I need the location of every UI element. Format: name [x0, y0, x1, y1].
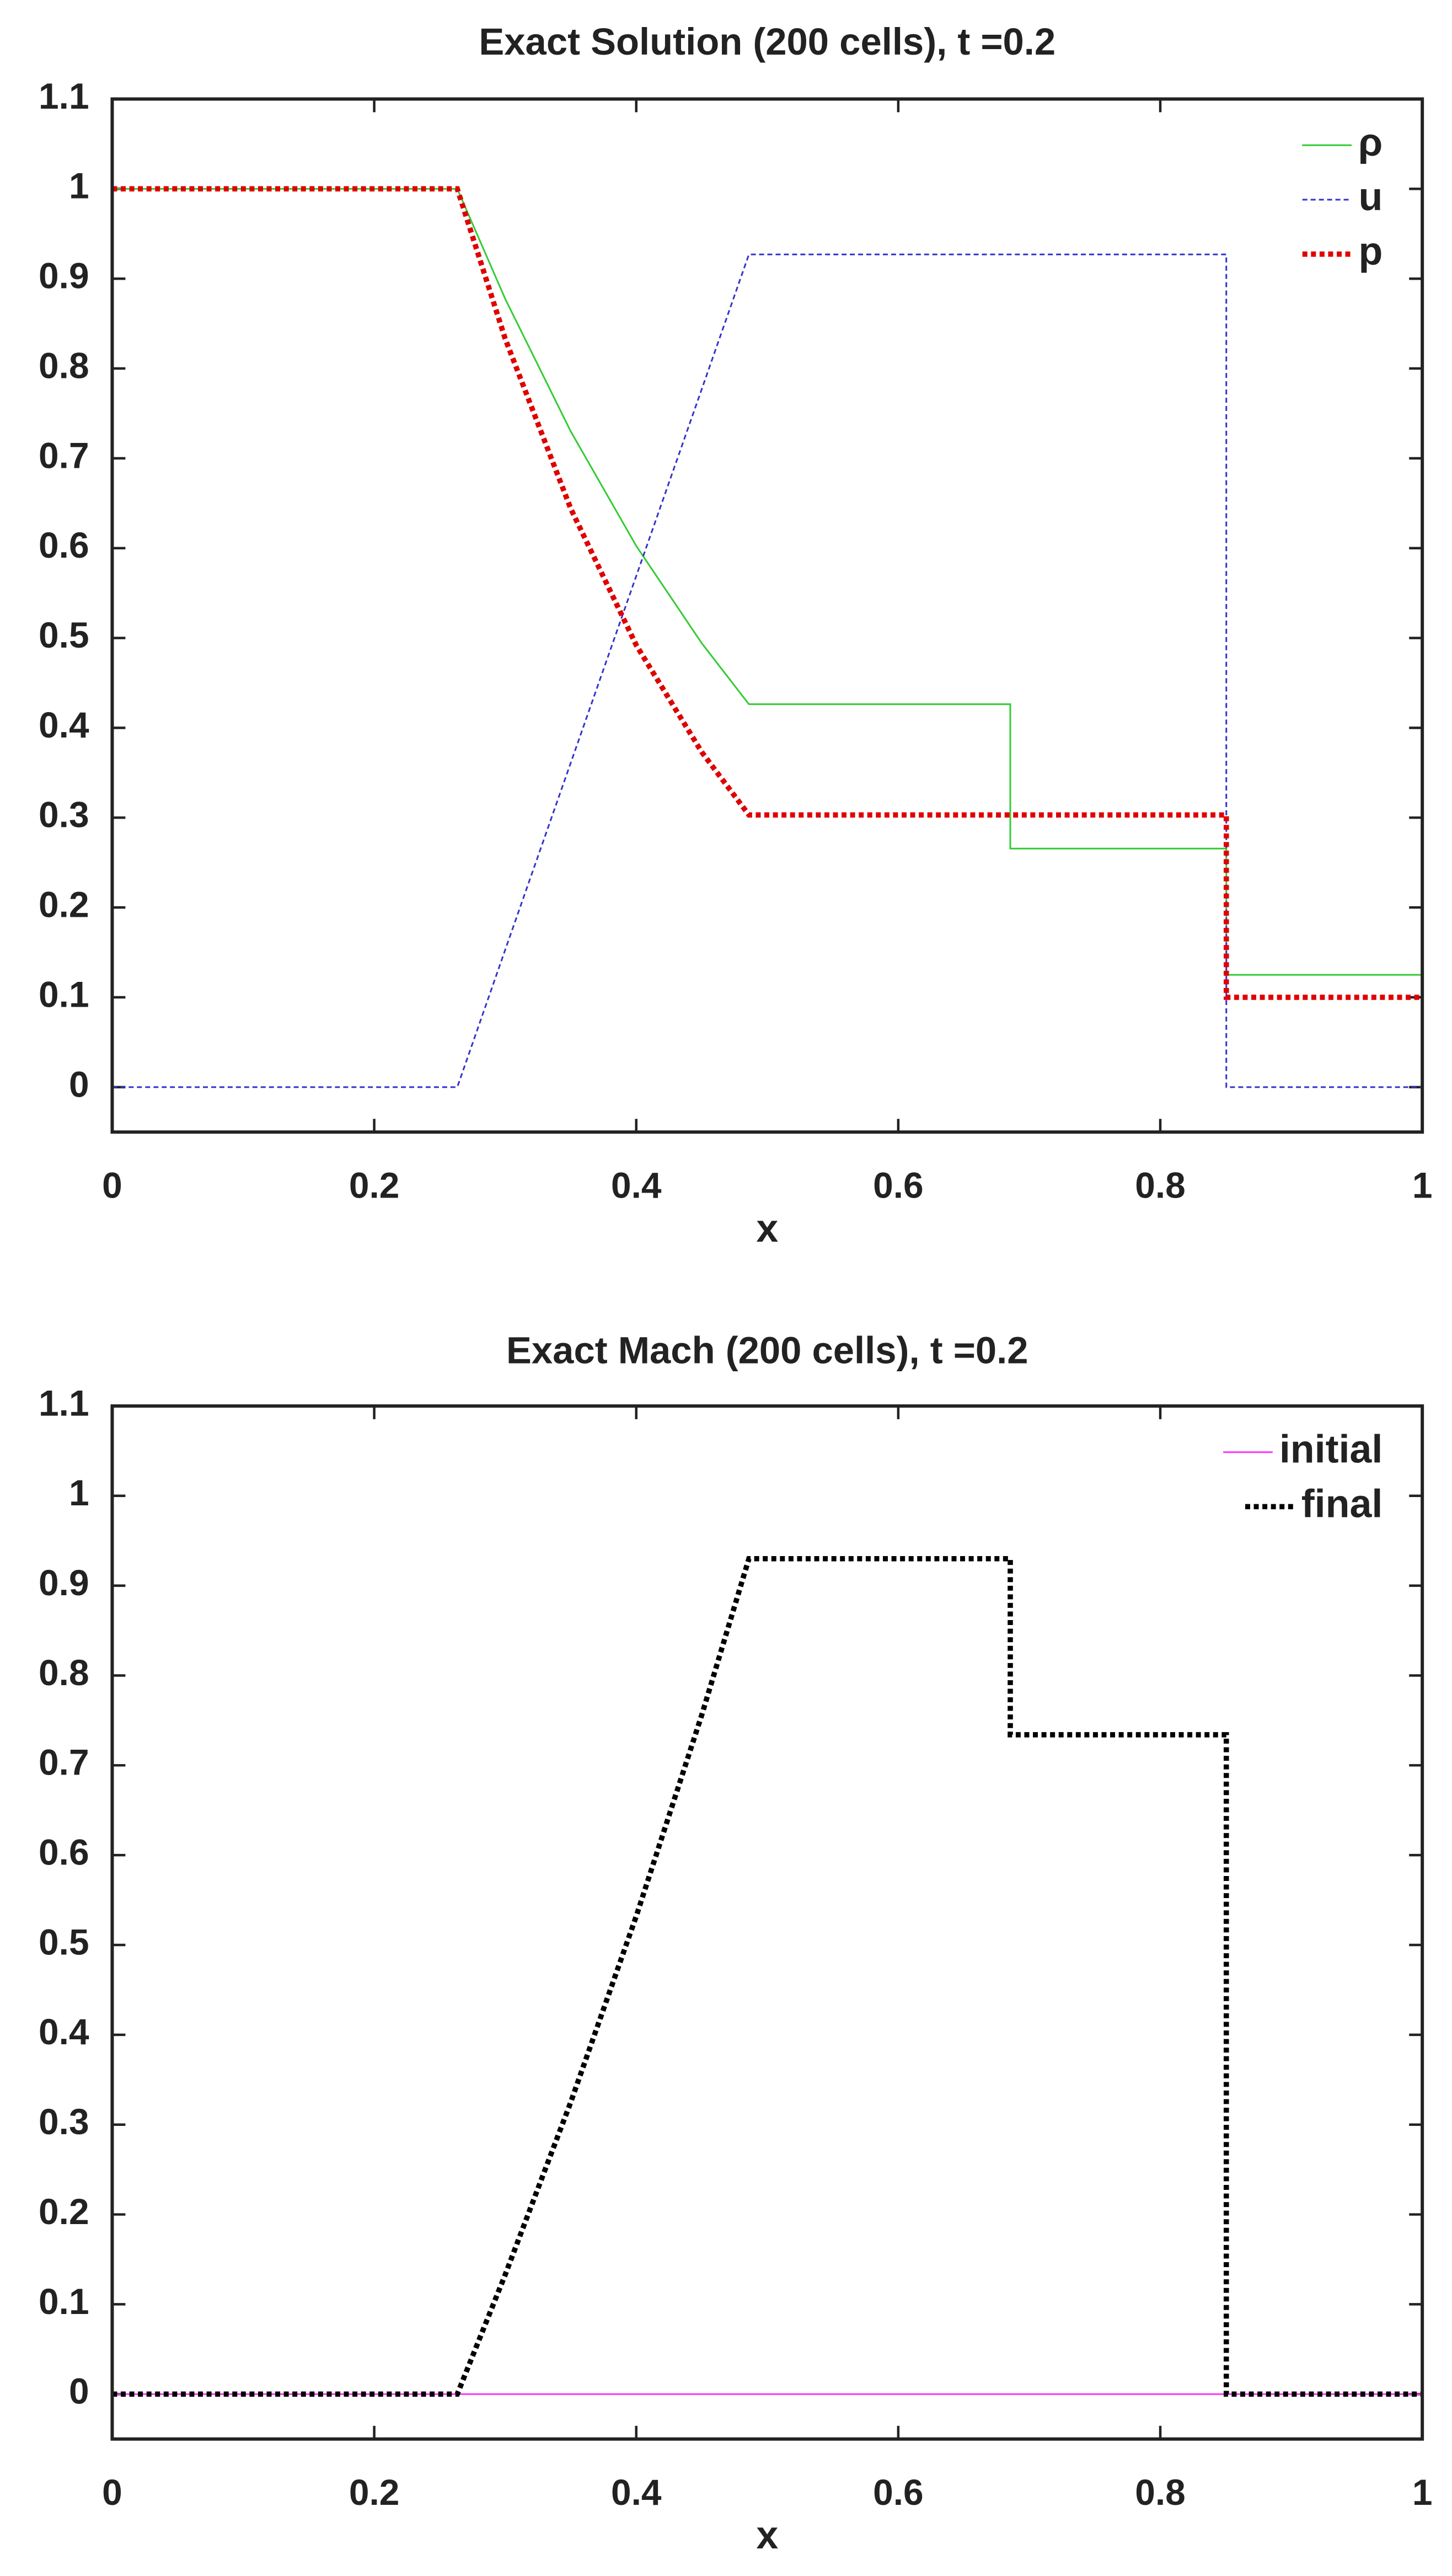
y-tick-label: 0.6	[39, 525, 89, 565]
y-tick-label: 0.4	[39, 704, 89, 745]
y-tick-label: 0.3	[39, 794, 89, 835]
plot-frame	[110, 97, 1424, 1134]
y-tick-label: 1	[69, 165, 89, 206]
y-tick-label: 0.7	[39, 435, 89, 475]
y-tick-label: 0.8	[39, 345, 89, 386]
chart-title: Exact Mach (200 cells), t =0.2	[506, 1329, 1028, 1371]
y-tick-label: 1.1	[39, 76, 89, 116]
y-tick-label: 0.5	[39, 1921, 89, 1962]
x-tick-label: 1	[1412, 1164, 1433, 1205]
y-tick-label: 0.7	[39, 1742, 89, 1783]
x-tick-label: 0.2	[349, 1164, 400, 1205]
y-tick-label: 0.1	[39, 2281, 89, 2322]
y-tick-label: 0.8	[39, 1652, 89, 1693]
y-tick-label: 0	[69, 1063, 89, 1104]
x-tick-label: 1	[1412, 2472, 1433, 2513]
x-tick-label: 0.4	[611, 1164, 662, 1205]
y-tick-label: 0.2	[39, 884, 89, 925]
x-tick-label: 0.6	[873, 2472, 924, 2513]
legend-label: ρ	[1358, 120, 1383, 164]
y-tick-label: 0.1	[39, 974, 89, 1014]
x-tick-label: 0.4	[611, 2472, 662, 2513]
legend-label: p	[1358, 229, 1383, 274]
legend-label: initial	[1279, 1428, 1383, 1472]
y-tick-label: 0.4	[39, 2011, 89, 2052]
y-tick-label: 0	[69, 2371, 89, 2412]
x-axis-label: x	[756, 1206, 778, 1250]
legend-label: u	[1358, 175, 1383, 219]
y-tick-label: 0.3	[39, 2101, 89, 2142]
plot-frame	[110, 1404, 1424, 2441]
x-tick-label: 0.8	[1135, 1164, 1186, 1205]
x-tick-label: 0.2	[349, 2472, 400, 2513]
series-line	[112, 253, 1423, 1088]
y-tick-label: 0.9	[39, 255, 89, 296]
x-axis-label: x	[756, 2513, 778, 2557]
y-tick-label: 0.5	[39, 614, 89, 655]
series-line	[112, 1556, 1423, 2397]
y-tick-label: 0.9	[39, 1562, 89, 1603]
y-tick-label: 0.2	[39, 2191, 89, 2232]
legend-label: final	[1301, 1482, 1383, 1526]
x-tick-label: 0	[102, 2472, 122, 2513]
x-tick-label: 0.8	[1135, 2472, 1186, 2513]
x-tick-label: 0	[102, 1164, 122, 1205]
y-tick-label: 1.1	[39, 1382, 89, 1423]
y-tick-label: 1	[69, 1472, 89, 1513]
series-line	[112, 186, 1423, 1000]
chart-title: Exact Solution (200 cells), t =0.2	[479, 20, 1055, 63]
x-tick-label: 0.6	[873, 1164, 924, 1205]
y-tick-label: 0.6	[39, 1832, 89, 1873]
